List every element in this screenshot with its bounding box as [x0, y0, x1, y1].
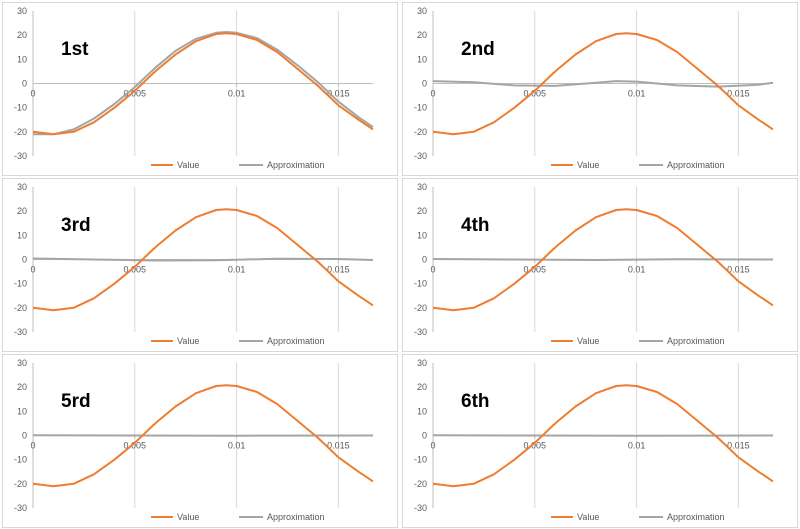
legend-label-approximation: Approximation — [667, 336, 725, 346]
series-line-approximation — [433, 259, 773, 260]
y-tick-label: -20 — [414, 479, 427, 489]
y-tick-label: 30 — [417, 358, 427, 368]
legend-label-value: Value — [177, 160, 199, 170]
y-tick-label: 0 — [422, 255, 427, 265]
y-tick-label: -30 — [14, 151, 27, 161]
y-tick-label: -10 — [14, 455, 27, 465]
y-tick-label: 20 — [17, 206, 27, 216]
x-tick-label: 0 — [30, 89, 35, 99]
x-tick-label: 0 — [430, 265, 435, 275]
y-tick-label: 20 — [17, 30, 27, 40]
y-tick-label: 10 — [17, 230, 27, 240]
y-tick-label: -10 — [14, 103, 27, 113]
x-tick-label: 0 — [430, 441, 435, 451]
y-tick-label: 20 — [417, 382, 427, 392]
y-tick-label: 20 — [417, 206, 427, 216]
x-tick-label: 0.01 — [228, 265, 246, 275]
x-tick-label: 0.01 — [228, 89, 246, 99]
chart-title: 2nd — [461, 39, 495, 60]
y-tick-label: 30 — [17, 182, 27, 192]
x-tick-label: 0.01 — [628, 441, 646, 451]
legend-label-approximation: Approximation — [267, 512, 325, 522]
series-line-approximation — [33, 259, 373, 261]
y-tick-label: -30 — [414, 151, 427, 161]
y-tick-label: 0 — [22, 255, 27, 265]
y-tick-label: -30 — [414, 327, 427, 337]
y-tick-label: 30 — [17, 6, 27, 16]
y-tick-label: 20 — [17, 382, 27, 392]
legend-label-approximation: Approximation — [267, 336, 325, 346]
legend-label-approximation: Approximation — [667, 512, 725, 522]
legend-label-value: Value — [577, 512, 599, 522]
y-tick-label: -10 — [414, 103, 427, 113]
y-tick-label: 30 — [417, 6, 427, 16]
y-tick-label: -20 — [14, 127, 27, 137]
x-tick-label: 0 — [30, 441, 35, 451]
x-tick-label: 0 — [30, 265, 35, 275]
legend-label-value: Value — [577, 160, 599, 170]
y-tick-label: -30 — [14, 503, 27, 513]
y-tick-label: -10 — [414, 455, 427, 465]
y-tick-label: -20 — [414, 127, 427, 137]
y-tick-label: 10 — [17, 54, 27, 64]
y-tick-label: 0 — [422, 79, 427, 89]
y-tick-label: 10 — [17, 406, 27, 416]
x-tick-label: 0.01 — [628, 89, 646, 99]
x-tick-label: 0 — [430, 89, 435, 99]
y-tick-label: -10 — [14, 279, 27, 289]
y-tick-label: 0 — [22, 431, 27, 441]
y-tick-label: 20 — [417, 30, 427, 40]
y-tick-label: -20 — [14, 479, 27, 489]
chart-title: 6th — [461, 391, 490, 412]
y-tick-label: 30 — [417, 182, 427, 192]
y-tick-label: 10 — [417, 230, 427, 240]
x-tick-label: 0.01 — [628, 265, 646, 275]
chart-title: 4th — [461, 215, 490, 236]
y-tick-label: 10 — [417, 406, 427, 416]
x-tick-label: 0.01 — [228, 441, 246, 451]
legend-label-value: Value — [577, 336, 599, 346]
legend-label-value: Value — [177, 336, 199, 346]
chart-title: 1st — [61, 39, 89, 60]
y-tick-label: 0 — [22, 79, 27, 89]
legend-label-value: Value — [177, 512, 199, 522]
y-tick-label: 10 — [417, 54, 427, 64]
legend-label-approximation: Approximation — [267, 160, 325, 170]
y-tick-label: -10 — [414, 279, 427, 289]
y-tick-label: -20 — [14, 303, 27, 313]
chart-title: 3rd — [61, 215, 91, 236]
legend-label-approximation: Approximation — [667, 160, 725, 170]
y-tick-label: -30 — [14, 327, 27, 337]
y-tick-label: 0 — [422, 431, 427, 441]
y-tick-label: -20 — [414, 303, 427, 313]
chart-title: 5rd — [61, 391, 91, 412]
y-tick-label: 30 — [17, 358, 27, 368]
y-tick-label: -30 — [414, 503, 427, 513]
